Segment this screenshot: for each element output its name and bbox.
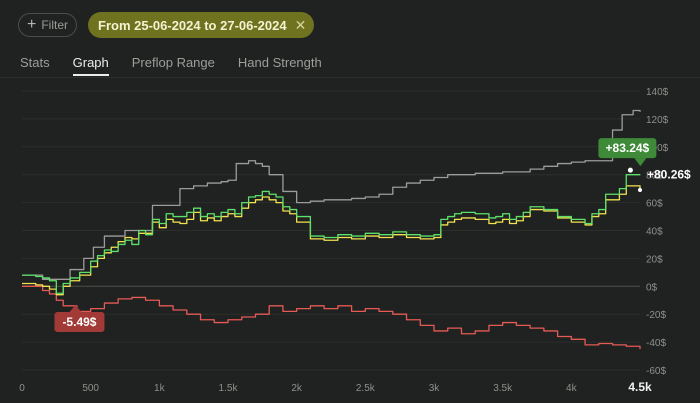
- tab-preflop-range[interactable]: Preflop Range: [131, 55, 215, 70]
- final-value-label: +80.26$: [647, 167, 691, 181]
- y-tick-label: 40$: [646, 227, 663, 238]
- gain-label-box: [598, 138, 657, 159]
- filter-label: Filter: [41, 18, 68, 32]
- y-tick-label: 80$: [646, 171, 663, 182]
- filter-button[interactable]: + Filter: [18, 13, 77, 37]
- x-tick-label: 0: [19, 383, 25, 394]
- x-tick-label: 500: [82, 383, 99, 394]
- gain-label: +83.24$: [606, 141, 650, 155]
- green-series-line: [22, 174, 641, 294]
- loss-label-pointer: [69, 304, 82, 312]
- y-tick-label: 0$: [646, 282, 658, 293]
- y-tick-label: 20$: [646, 254, 663, 265]
- tab-bar: Stats Graph Preflop Range Hand Strength: [20, 55, 345, 76]
- close-icon[interactable]: ✕: [294, 16, 307, 33]
- divider: [0, 77, 700, 78]
- toolbar: + Filter From 25-06-2024 to 27-06-2024 ✕: [18, 11, 315, 39]
- y-tick-label: 100$: [646, 143, 669, 154]
- tab-graph[interactable]: Graph: [72, 55, 109, 76]
- gain-label-pointer: [634, 158, 647, 167]
- tab-hand-strength[interactable]: Hand Strength: [237, 55, 322, 70]
- yellow-end-point: [638, 188, 642, 193]
- red-series-line: [22, 285, 641, 350]
- x-tick-label: 2.5k: [356, 383, 376, 394]
- y-tick-label: 140$: [646, 87, 669, 98]
- loss-label: -5.49$: [62, 315, 96, 329]
- loss-label-box: [54, 311, 105, 332]
- date-range-label: From 25-06-2024 to 27-06-2024: [98, 17, 287, 33]
- x-tick-label: 4.5k: [628, 380, 652, 394]
- y-tick-label: 120$: [646, 115, 669, 126]
- y-tick-label: -40$: [646, 338, 666, 349]
- x-tick-label: 1k: [154, 383, 166, 394]
- x-tick-label: 3.5k: [493, 383, 513, 394]
- x-tick-label: 2k: [291, 383, 303, 394]
- gray-series-line: [22, 109, 641, 280]
- green-peak-point: [627, 167, 633, 173]
- y-tick-label: -20$: [646, 310, 666, 321]
- x-tick-label: 1.5k: [219, 383, 239, 394]
- x-tick-label: 3k: [429, 383, 441, 394]
- y-tick-label: -60$: [646, 366, 666, 377]
- x-tick-label: 4k: [566, 383, 578, 394]
- plus-icon: +: [26, 16, 37, 33]
- y-tick-label: 60$: [646, 199, 663, 210]
- tab-stats[interactable]: Stats: [20, 55, 50, 70]
- date-range-chip[interactable]: From 25-06-2024 to 27-06-2024 ✕: [88, 12, 315, 38]
